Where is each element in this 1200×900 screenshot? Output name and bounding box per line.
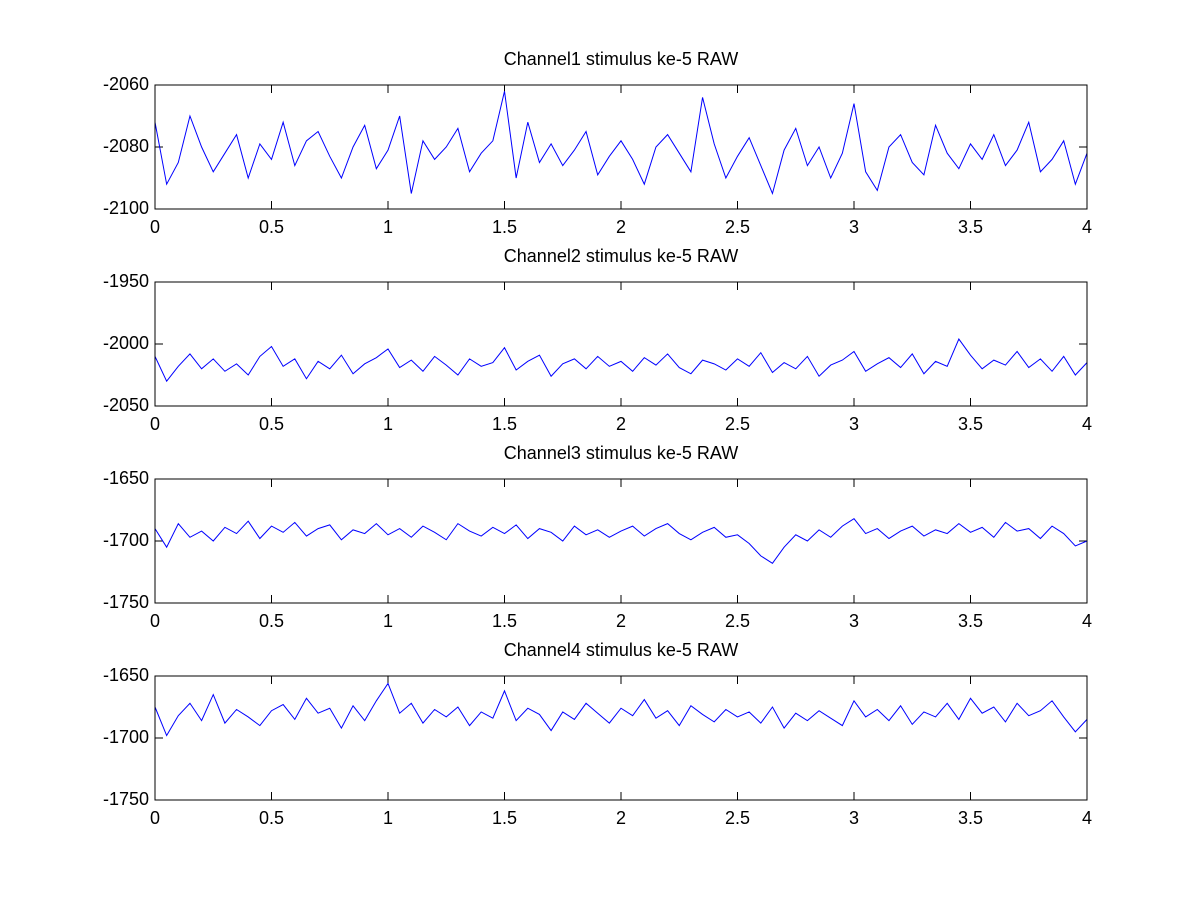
subplot-title: Channel3 stimulus ke-5 RAW [504,443,738,463]
x-tick-label: 1.5 [492,611,517,631]
x-tick-label: 3 [849,217,859,237]
y-tick-label: -1650 [103,468,149,488]
x-tick-label: 3 [849,611,859,631]
y-tick-label: -1750 [103,789,149,809]
x-tick-label: 3.5 [958,414,983,434]
x-tick-label: 0.5 [259,217,284,237]
x-tick-label: 1.5 [492,808,517,828]
x-tick-label: 4 [1082,611,1092,631]
axes-box [155,676,1087,800]
x-tick-label: 0 [150,808,160,828]
subplot-title: Channel1 stimulus ke-5 RAW [504,49,738,69]
x-tick-label: 2 [616,414,626,434]
x-tick-label: 3.5 [958,808,983,828]
x-tick-label: 1 [383,611,393,631]
signal-line [154,682,1088,737]
y-tick-label: -1700 [103,530,149,550]
axes-box [155,85,1087,209]
x-tick-label: 3 [849,414,859,434]
x-tick-label: 1.5 [492,414,517,434]
axes-frame [154,84,1088,210]
x-tick-label: 3 [849,808,859,828]
subplot-title: Channel2 stimulus ke-5 RAW [504,246,738,266]
x-tick-label: 4 [1082,217,1092,237]
x-tick-label: 1.5 [492,217,517,237]
x-tick-label: 4 [1082,808,1092,828]
y-tick-label: -1950 [103,271,149,291]
y-tick-label: -2080 [103,136,149,156]
signal-line [154,338,1088,383]
y-tick-label: -2000 [103,333,149,353]
x-tick-label: 0.5 [259,611,284,631]
x-tick-label: 3.5 [958,611,983,631]
x-tick-label: 2.5 [725,217,750,237]
axes-box [155,282,1087,406]
x-tick-label: 2.5 [725,808,750,828]
x-tick-label: 2 [616,611,626,631]
x-tick-label: 1 [383,808,393,828]
axes-frame [154,675,1088,801]
y-tick-label: -2050 [103,395,149,415]
x-tick-label: 2 [616,808,626,828]
x-tick-label: 2.5 [725,414,750,434]
y-tick-label: -2100 [103,198,149,218]
axes-box [155,479,1087,603]
signal-line [154,91,1088,196]
y-tick-label: -1650 [103,665,149,685]
signal-line [154,518,1088,564]
y-tick-label: -2060 [103,74,149,94]
x-tick-label: 1 [383,217,393,237]
y-tick-label: -1750 [103,592,149,612]
x-tick-label: 3.5 [958,217,983,237]
y-tick-label: -1700 [103,727,149,747]
axes-frame [154,281,1088,407]
axes-frame [154,478,1088,604]
x-tick-label: 0.5 [259,414,284,434]
x-tick-label: 4 [1082,414,1092,434]
x-tick-label: 0 [150,217,160,237]
x-tick-label: 0 [150,611,160,631]
x-tick-label: 2.5 [725,611,750,631]
x-tick-label: 0.5 [259,808,284,828]
x-tick-label: 1 [383,414,393,434]
x-tick-label: 0 [150,414,160,434]
x-tick-label: 2 [616,217,626,237]
subplot-title: Channel4 stimulus ke-5 RAW [504,640,738,660]
